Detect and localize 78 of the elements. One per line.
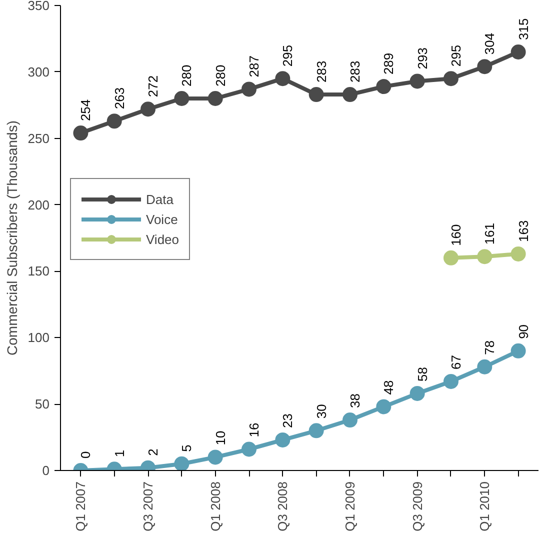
data-label: 1 [112, 450, 127, 458]
data-label: 38 [347, 394, 362, 408]
y-tick-label: 0 [42, 463, 50, 478]
legend-label: Voice [146, 212, 178, 226]
x-tick-label: Q1 2009 [342, 482, 358, 532]
data-label: 315 [516, 18, 531, 40]
x-tick-label: Q1 2010 [477, 482, 492, 532]
x-tick-label: Q3 2008 [275, 482, 290, 532]
data-label: 293 [414, 48, 430, 70]
x-tick-label: Q3 2007 [140, 482, 156, 532]
point [242, 442, 257, 457]
data-label: 0 [78, 451, 94, 458]
point [208, 91, 223, 106]
data-label: 16 [246, 422, 262, 438]
data-label: 23 [280, 413, 296, 428]
point [376, 399, 392, 414]
data-label: 78 [482, 340, 498, 355]
point [510, 246, 526, 262]
y-tick-label: 350 [28, 0, 50, 13]
x-tick-label: Q1 2007 [73, 482, 88, 532]
y-tick-label: 50 [35, 396, 50, 412]
data-label: 90 [516, 324, 531, 339]
point [73, 126, 88, 141]
point [342, 412, 358, 428]
point [510, 343, 526, 358]
point [342, 87, 358, 102]
point [275, 71, 290, 86]
data-label: 67 [448, 355, 464, 370]
y-tick-label: 100 [28, 330, 50, 346]
point [410, 74, 425, 89]
data-label: 58 [414, 366, 430, 382]
data-label: 5 [179, 444, 194, 452]
point [275, 432, 290, 448]
data-label: 283 [314, 60, 329, 83]
data-label: 272 [146, 75, 161, 98]
x-tick-label: Q3 2009 [410, 482, 425, 532]
data-label: 48 [381, 380, 396, 395]
y-axis-title: Commercial Subscribers (Thousands) [4, 120, 20, 356]
y-tick-label: 150 [28, 264, 50, 279]
point [477, 59, 492, 74]
legend-label: Video [146, 232, 180, 246]
point [510, 44, 526, 60]
x-tick-label: Q1 2008 [208, 482, 223, 532]
y-tick-label: 300 [28, 64, 50, 80]
point [174, 91, 190, 106]
data-label: 163 [516, 220, 531, 242]
y-tick-label: 250 [28, 130, 50, 146]
point [443, 374, 458, 389]
point [106, 114, 122, 129]
data-label: 2 [146, 448, 161, 456]
point [410, 386, 425, 401]
legend-label: Data [146, 192, 174, 206]
point [443, 250, 458, 266]
data-label: 304 [482, 32, 498, 55]
data-label: 287 [246, 55, 262, 78]
point [477, 249, 492, 264]
data-label: 289 [381, 52, 396, 75]
data-label: 30 [314, 404, 329, 419]
data-label: 10 [212, 430, 228, 446]
data-label: 295 [448, 44, 464, 67]
point [443, 71, 458, 86]
data-label: 295 [280, 44, 296, 67]
data-label: 280 [212, 64, 228, 86]
point [308, 87, 324, 102]
data-label: 263 [112, 87, 127, 110]
point [140, 102, 156, 117]
data-label: 283 [347, 60, 362, 83]
point [376, 79, 392, 94]
point [477, 359, 492, 374]
point [242, 82, 257, 97]
data-label: 254 [78, 99, 94, 122]
point [308, 423, 324, 438]
data-label: 161 [482, 222, 498, 245]
data-label: 160 [448, 224, 464, 246]
point [208, 450, 223, 465]
point [174, 456, 190, 470]
y-tick-label: 200 [28, 197, 50, 212]
data-label: 280 [179, 64, 194, 86]
